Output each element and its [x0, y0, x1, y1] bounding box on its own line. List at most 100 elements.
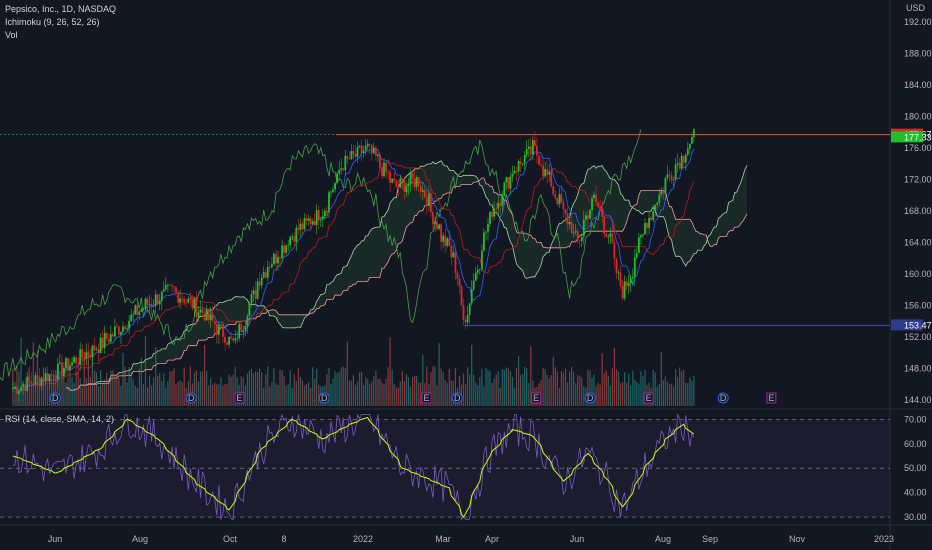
volume-bar [524, 366, 526, 406]
candle [411, 171, 414, 188]
candles [12, 127, 695, 403]
candle-body [42, 378, 45, 382]
candle-body [167, 284, 169, 286]
candle-body [582, 219, 585, 237]
candle [142, 307, 145, 311]
volume-bar [473, 374, 475, 406]
candle [44, 367, 47, 386]
candle [75, 354, 77, 373]
candle [303, 213, 306, 231]
candle [293, 232, 296, 248]
candle [321, 208, 324, 228]
volume-bar [163, 373, 165, 406]
candle [58, 353, 61, 365]
candle [297, 219, 300, 235]
candle [497, 195, 500, 217]
candle-body [562, 202, 565, 209]
candle [89, 349, 92, 360]
volume-bar [34, 382, 36, 406]
volume-bar [542, 368, 544, 406]
volume-bar [662, 380, 664, 406]
volume-bar [169, 371, 171, 406]
volume-bar [658, 384, 660, 406]
volume-bar [414, 376, 416, 406]
candle-body [124, 326, 126, 329]
candle [550, 168, 553, 188]
candle-body [515, 171, 518, 172]
volume-bar [583, 386, 585, 406]
volume-bar [483, 386, 485, 406]
candle-body [548, 171, 551, 175]
candle-body [18, 391, 20, 394]
volume-bar [161, 381, 163, 406]
volume-bar [642, 376, 644, 406]
candle-body [319, 219, 322, 221]
volume-bar [479, 377, 481, 406]
price-tick: 188.00 [904, 48, 932, 58]
volume-bar [308, 382, 310, 406]
candle-body [303, 218, 306, 230]
candle [234, 329, 237, 345]
candle [428, 185, 430, 212]
candle [83, 352, 86, 364]
volume-bar [142, 384, 144, 406]
volume-bar [365, 376, 367, 406]
candle-body [593, 194, 595, 198]
candle [97, 343, 100, 362]
volume-bar [326, 373, 328, 406]
candle-body [415, 177, 418, 187]
candle-body [560, 194, 563, 203]
candle [193, 297, 196, 317]
volume-bar [328, 367, 330, 406]
volume-bar [393, 384, 395, 406]
volume-bar [67, 378, 69, 406]
candle-body [395, 180, 398, 188]
candle [640, 233, 642, 246]
candle-body [436, 221, 438, 229]
volume-bar [628, 373, 630, 406]
candle [118, 325, 120, 335]
volume-bar [334, 371, 336, 406]
candle-body [397, 187, 400, 188]
rsi-tick: 30.00 [904, 512, 927, 522]
candle-body [460, 286, 463, 306]
candle-body [330, 191, 332, 193]
volume-bar [120, 386, 122, 406]
candle [468, 302, 471, 324]
candle-body [324, 210, 326, 217]
candle-body [423, 189, 426, 198]
candle [635, 246, 638, 260]
event-marker-label: E [768, 393, 774, 403]
candle [65, 356, 67, 375]
candle [689, 143, 691, 154]
volume-bar [332, 378, 334, 406]
volume-bar [575, 383, 577, 406]
candle-body [536, 145, 538, 156]
candle-body [456, 272, 459, 279]
candle-body [36, 375, 39, 377]
candle [116, 322, 118, 328]
candle-body [603, 216, 606, 234]
candle [534, 131, 536, 147]
volume-bar [381, 382, 383, 406]
candle [195, 291, 198, 324]
event-marker-label: D [188, 393, 195, 403]
candle-body [358, 145, 361, 148]
volume-bar [316, 368, 318, 406]
volume-bar [562, 372, 564, 406]
candle [85, 343, 88, 366]
volume-bar [73, 383, 75, 406]
candle-body [295, 227, 298, 242]
volume-bar [344, 367, 346, 406]
volume-bar [236, 377, 238, 406]
candle [521, 163, 524, 167]
candle-body [627, 283, 630, 287]
candle [132, 311, 135, 322]
candle [218, 321, 220, 344]
volume-bar [183, 367, 185, 406]
volume-bar [110, 370, 112, 406]
price-label-text: 153.47 [904, 320, 932, 330]
candle-body [434, 221, 436, 225]
volume-bar [132, 379, 134, 406]
